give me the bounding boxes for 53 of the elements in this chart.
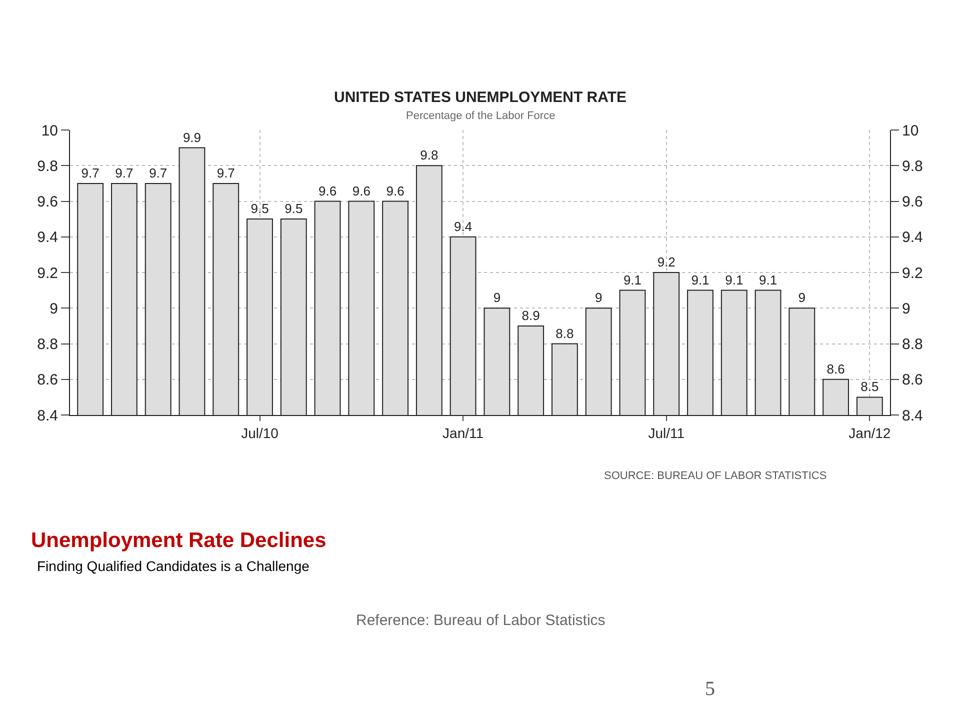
y2-tick-label: 9.8: [902, 158, 923, 175]
data-label: 9.7: [149, 165, 168, 180]
y-tick-label: 9.8: [37, 158, 58, 175]
y2-tick-label: 9.2: [902, 264, 923, 282]
y-tick-label: 8.8: [37, 336, 58, 353]
y-tick-label: 9.2: [37, 264, 58, 282]
data-label: 9.7: [81, 165, 100, 180]
data-label: 8.5: [860, 379, 879, 394]
y2-tick-label: 8.4: [902, 407, 923, 424]
y-tick-label: 8.6: [37, 372, 58, 389]
y-tick-label: 9.4: [37, 229, 58, 246]
data-label: 9.5: [284, 201, 303, 216]
data-label: 9.6: [352, 183, 370, 198]
y2-tick-label: 9.4: [902, 229, 923, 246]
y2-tick-label: 9: [902, 300, 910, 318]
y2-tick-label: 9.6: [902, 194, 923, 210]
y-tick-label: 8.4: [37, 407, 58, 424]
data-label: 9.8: [420, 148, 438, 163]
data-label: 9.6: [386, 183, 404, 198]
data-label: 9: [493, 290, 501, 306]
data-label: 9.9: [182, 130, 202, 145]
y-tick-label: 10: [41, 122, 58, 140]
data-label: 9.1: [623, 272, 642, 288]
data-label: 8.8: [556, 326, 574, 341]
y2-tick-label: 8.6: [902, 372, 923, 389]
data-label: 9.2: [657, 254, 676, 270]
y-tick-label: 9: [50, 300, 58, 318]
data-label: 9.7: [216, 165, 235, 180]
data-label: 9.1: [691, 272, 710, 288]
source-note: SOURCE: BUREAU OF LABOR STATISTICS: [604, 470, 827, 482]
data-label: 9: [594, 290, 602, 306]
data-label: 9.1: [725, 272, 744, 288]
x-tick-label: Jan/11: [442, 424, 484, 441]
data-label: 9: [798, 290, 806, 306]
data-label: 9.4: [454, 218, 472, 234]
text: Reference: Bureau of Labor Statistics: [356, 612, 606, 629]
data-label: 8.9: [522, 308, 540, 323]
chart-title: UNITED STATES UNEMPLOYMENT RATE: [334, 89, 626, 106]
data-label: 9.5: [250, 201, 269, 216]
text: 5: [705, 678, 715, 700]
y2-tick-label: 8.8: [902, 336, 923, 353]
data-label: 9.1: [758, 272, 778, 288]
data-label: 9.7: [115, 165, 134, 180]
chart-subtitle: Percentage of the Labor Force: [406, 110, 556, 122]
data-label: 8.6: [826, 361, 845, 376]
x-tick-label: Jul/10: [241, 424, 279, 441]
data-label: 9.6: [318, 183, 337, 198]
y-tick-label: 9.6: [37, 194, 58, 210]
x-tick-label: Jul/11: [648, 424, 685, 441]
text: Finding Qualified Candidates is a Challenge: [37, 558, 310, 574]
text: Unemployment Rate Declines: [31, 529, 326, 552]
x-tick-label: Jan/12: [848, 424, 891, 441]
y2-tick-label: 10: [902, 122, 919, 140]
